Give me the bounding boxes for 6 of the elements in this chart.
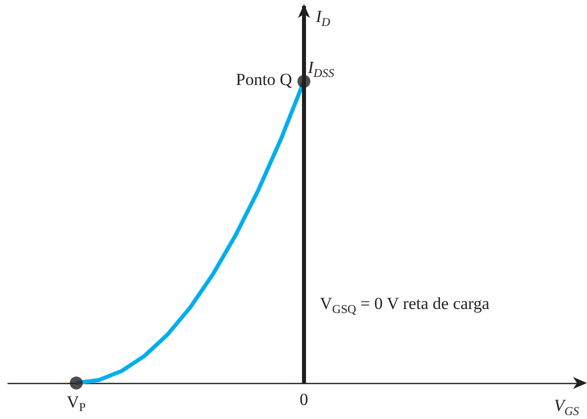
ref-line-label: V$_{GSQ}$ = 0 V reta de carga [320,294,490,316]
annotation: Ponto Q [236,70,292,90]
annotation: I$_{DSS}$ [308,58,334,80]
x-axis-title: V$_{GS}$ [554,396,580,418]
y-axis-title: I$_{D}$ [316,7,330,29]
x-tick-label: 0 [300,390,308,409]
